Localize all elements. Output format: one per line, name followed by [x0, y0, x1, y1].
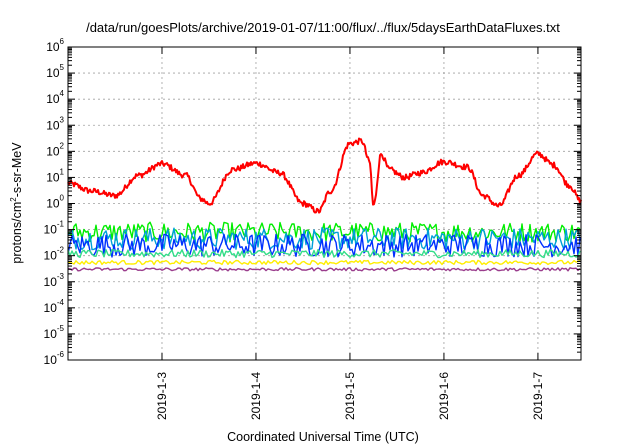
grid [68, 47, 581, 360]
plot-area [67, 137, 582, 272]
y-tick-label: 10-6 [44, 350, 65, 367]
series-line-5 [67, 249, 581, 259]
x-tick-label: 2019-1-6 [437, 372, 451, 420]
series-line-4 [67, 233, 581, 258]
y-tick-label: 10-2 [44, 246, 65, 263]
x-tick-label: 2019-1-4 [249, 372, 263, 420]
x-tick-label: 2019-1-3 [155, 372, 169, 420]
y-axis-ticks: 10-6 10-5 10-4 10-3 10-2 10-1 100 101 102 103 104 1… [44, 37, 581, 367]
x-tick-label: 2019-1-7 [531, 372, 545, 420]
chart-title: /data/run/goesPlots/archive/2019-01-07/1… [86, 20, 560, 35]
series-line-2 [67, 221, 581, 243]
x-axis-label: Coordinated Universal Time (UTC) [227, 430, 419, 444]
y-axis-label: protons/cm2-s-sr-MeV [9, 142, 24, 264]
y-tick-label: 101 [46, 167, 64, 184]
y-tick-label: 10-5 [44, 324, 65, 341]
series-line-1 [67, 137, 582, 214]
series-line-6 [67, 259, 581, 266]
y-tick-label: 10-4 [44, 298, 65, 315]
y-tick-label: 10-1 [44, 220, 65, 237]
y-tick-label: 103 [46, 115, 64, 132]
y-tick-label: 10-3 [44, 272, 65, 289]
series-line-3 [67, 227, 581, 251]
y-tick-label: 106 [46, 37, 64, 54]
y-tick-label: 104 [46, 89, 64, 106]
y-tick-label: 102 [46, 141, 64, 158]
series-line-7 [67, 267, 581, 272]
y-tick-label: 100 [46, 194, 64, 211]
x-axis-ticks: 2019-1-3 2019-1-4 2019-1-5 2019-1-6 2019-1-7 [155, 47, 545, 420]
y-tick-label: 105 [46, 63, 64, 80]
x-tick-label: 2019-1-5 [343, 372, 357, 420]
